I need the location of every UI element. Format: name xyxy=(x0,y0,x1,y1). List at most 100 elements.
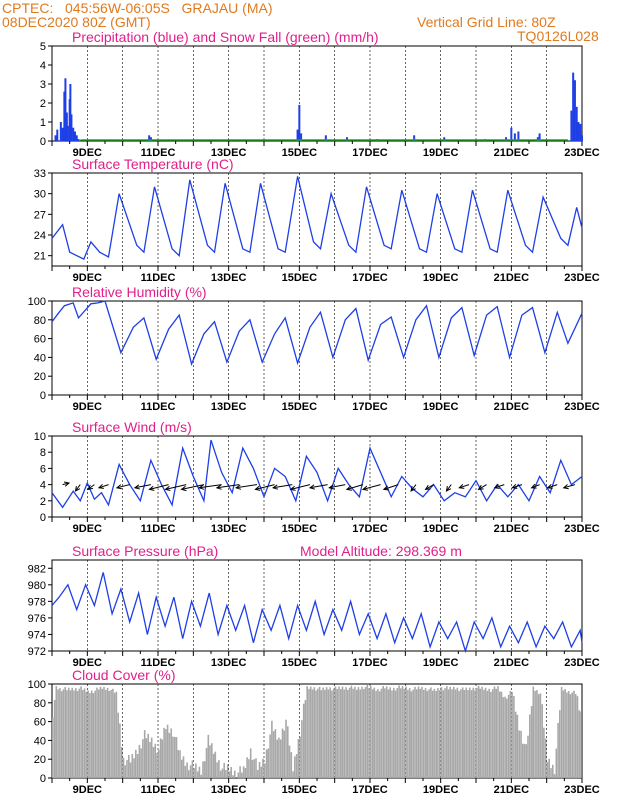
cloud-bar xyxy=(449,686,452,778)
cloud-bar xyxy=(516,714,519,778)
wind-arrow xyxy=(547,484,558,489)
wind-arrow xyxy=(531,484,540,489)
precip-bar xyxy=(149,137,152,141)
wind-arrow xyxy=(87,484,95,490)
cloud-bar xyxy=(396,688,399,778)
cloud-bar xyxy=(264,763,266,778)
cloud-bar xyxy=(258,762,261,778)
cloud-bar xyxy=(67,687,70,778)
x-tick-label: 17DEC xyxy=(352,784,388,796)
cloud-bar xyxy=(458,691,460,778)
panel-title: Precipitation (blue) and Snow Fall (gree… xyxy=(72,29,379,45)
cloud-bar xyxy=(338,686,340,778)
y-tick-label: 100 xyxy=(28,679,46,691)
cloud-bar xyxy=(159,738,162,778)
x-tick-label: 17DEC xyxy=(352,657,388,669)
cloud-bar xyxy=(272,731,275,778)
cloud-bar xyxy=(142,739,144,778)
cloud-bar xyxy=(559,710,561,778)
cloud-bar xyxy=(541,704,543,778)
wind-arrow-head xyxy=(115,484,122,490)
cloud-bar xyxy=(375,690,377,778)
wind-arrow-head xyxy=(328,484,335,490)
wind-arrow xyxy=(309,484,328,489)
cloud-bar xyxy=(212,753,215,778)
cloud-bar xyxy=(336,689,338,778)
cloud-bar xyxy=(479,688,482,778)
cloud-bar xyxy=(249,748,252,778)
cloud-bar xyxy=(203,761,206,778)
cloud-bar xyxy=(511,692,513,778)
cloud-bar xyxy=(463,690,466,778)
cloud-bar xyxy=(246,757,248,778)
wind-arrow xyxy=(236,484,258,489)
cloud-bar xyxy=(306,686,308,778)
cloud-bar xyxy=(166,724,169,778)
y-tick-label: 974 xyxy=(28,629,46,641)
cloud-bar xyxy=(274,729,277,778)
panel-title: Cloud Cover (%) xyxy=(72,667,175,683)
y-tick-label: 5 xyxy=(40,41,46,53)
cloud-bar xyxy=(451,689,453,778)
cloud-bar xyxy=(355,689,358,778)
x-tick-label: 23DEC xyxy=(564,401,600,413)
cloud-bar xyxy=(89,693,91,778)
cloud-bar xyxy=(279,739,282,778)
cloud-bar xyxy=(343,689,346,778)
wind-arrow xyxy=(290,484,311,490)
cloud-bar xyxy=(500,691,503,778)
precip-bar xyxy=(324,135,327,141)
wind-arrow xyxy=(563,484,576,489)
cloud-bar xyxy=(474,690,476,778)
cloud-bar xyxy=(108,691,111,778)
precip-bar xyxy=(505,137,508,141)
x-tick-label: 11DEC xyxy=(141,784,176,796)
cloud-bar xyxy=(486,690,489,778)
wind-arrow xyxy=(116,484,130,489)
wind-arrow-head xyxy=(477,484,484,491)
x-tick-label: 9DEC xyxy=(73,523,102,535)
precip-bar xyxy=(59,122,62,141)
cloud-bar xyxy=(513,696,515,778)
cloud-bar xyxy=(347,690,349,778)
cloud-bar xyxy=(340,689,342,778)
panel-title: Surface Pressure (hPa) xyxy=(72,543,218,559)
cloud-bar xyxy=(117,712,119,778)
precip-bar xyxy=(573,80,576,141)
cloud-bar xyxy=(362,689,365,778)
cloud-bar xyxy=(97,689,100,778)
wind-arrow xyxy=(459,484,470,489)
cloud-bar xyxy=(578,710,581,778)
x-tick-label: 19DEC xyxy=(423,147,459,159)
wind-arrow xyxy=(181,484,205,490)
cloud-bar xyxy=(189,765,192,778)
precip-bar xyxy=(54,135,57,141)
cloud-bar xyxy=(149,742,151,778)
cloud-bar xyxy=(530,706,533,778)
y-tick-label: 10 xyxy=(34,431,46,443)
y-tick-label: 100 xyxy=(28,296,46,308)
cloud-bar xyxy=(138,744,141,778)
cloud-bar xyxy=(361,686,363,778)
cloud-bar xyxy=(295,754,298,778)
cloud-bar xyxy=(179,750,181,778)
cloud-bar xyxy=(71,687,73,778)
x-tick-label: 9DEC xyxy=(73,401,102,413)
panel-frame xyxy=(51,300,583,396)
x-tick-label: 19DEC xyxy=(423,784,459,796)
wind-arrow-head xyxy=(424,484,431,491)
cloud-bar xyxy=(350,685,353,778)
series-line xyxy=(51,176,583,260)
x-tick-label: 15DEC xyxy=(282,272,318,284)
wind-arrow-head xyxy=(511,483,518,489)
x-tick-label: 13DEC xyxy=(211,657,247,669)
cloud-bar xyxy=(207,734,210,778)
cloud-bar xyxy=(327,689,330,778)
cloud-bar xyxy=(544,738,547,778)
cloud-bar xyxy=(99,686,102,778)
cloud-bar xyxy=(520,730,522,778)
x-tick-label: 21DEC xyxy=(494,401,530,413)
cloud-bar xyxy=(398,685,400,778)
cloud-bar xyxy=(163,727,165,778)
cloud-bar xyxy=(170,728,172,778)
